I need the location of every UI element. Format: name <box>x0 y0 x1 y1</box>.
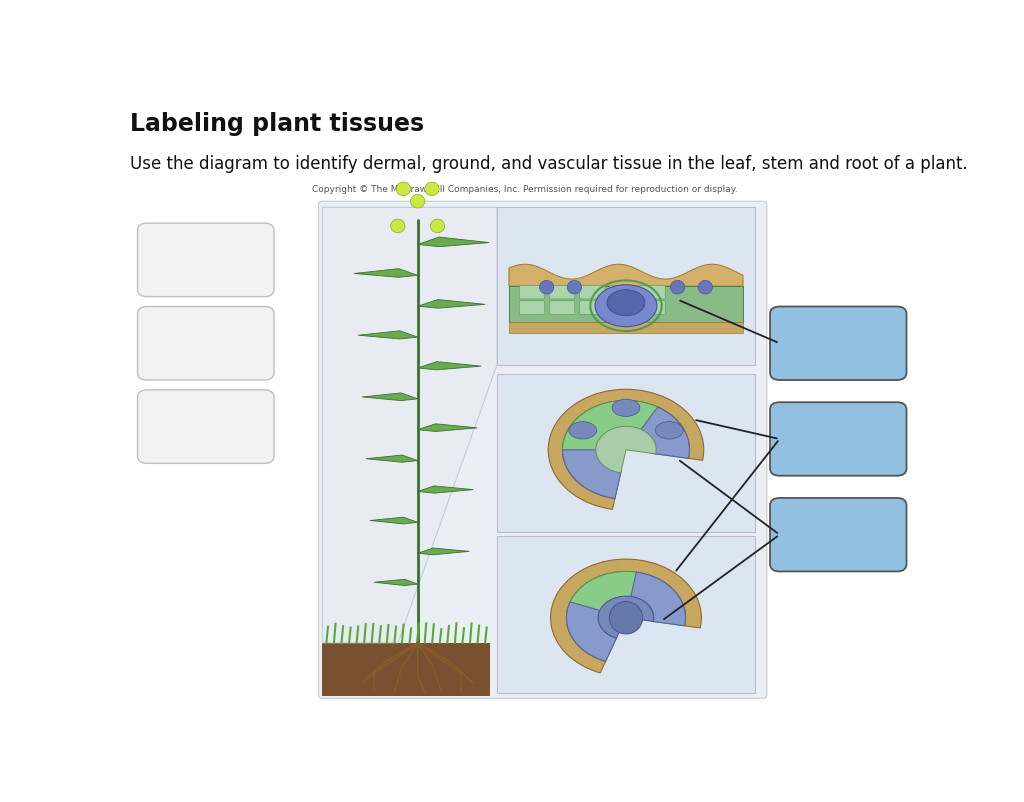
Ellipse shape <box>595 285 657 326</box>
FancyBboxPatch shape <box>770 306 906 380</box>
Wedge shape <box>551 559 701 673</box>
Text: Dermal: Dermal <box>168 334 244 353</box>
Ellipse shape <box>411 194 425 208</box>
Polygon shape <box>418 362 481 370</box>
Text: Dermal: Dermal <box>801 429 877 449</box>
FancyBboxPatch shape <box>550 301 574 314</box>
Wedge shape <box>640 407 689 459</box>
FancyBboxPatch shape <box>770 498 906 572</box>
Polygon shape <box>362 393 418 401</box>
FancyBboxPatch shape <box>519 301 545 314</box>
Text: Use the diagram to identify dermal, ground, and vascular tissue in the leaf, ste: Use the diagram to identify dermal, grou… <box>130 155 968 173</box>
Text: Ground: Ground <box>168 250 244 270</box>
FancyBboxPatch shape <box>770 403 906 476</box>
Text: Copyright © The McGraw-Hill Companies, Inc. Permission required for reproduction: Copyright © The McGraw-Hill Companies, I… <box>312 185 737 194</box>
Text: Ground: Ground <box>800 525 877 545</box>
Polygon shape <box>370 517 418 524</box>
Wedge shape <box>566 602 616 662</box>
Polygon shape <box>358 330 418 339</box>
Ellipse shape <box>612 399 640 416</box>
Polygon shape <box>418 299 485 308</box>
Polygon shape <box>418 237 489 247</box>
FancyBboxPatch shape <box>609 286 635 299</box>
Text: Labeling plant tissues: Labeling plant tissues <box>130 111 425 136</box>
Polygon shape <box>374 579 418 585</box>
Ellipse shape <box>540 281 554 294</box>
Ellipse shape <box>698 281 713 294</box>
Polygon shape <box>354 269 418 277</box>
Ellipse shape <box>671 281 685 294</box>
Polygon shape <box>323 208 497 642</box>
FancyBboxPatch shape <box>137 390 274 464</box>
Wedge shape <box>548 389 703 509</box>
Polygon shape <box>509 286 743 322</box>
Ellipse shape <box>655 422 683 439</box>
Polygon shape <box>509 322 743 333</box>
Polygon shape <box>418 423 477 431</box>
FancyBboxPatch shape <box>609 301 635 314</box>
Polygon shape <box>418 486 473 493</box>
Ellipse shape <box>396 182 411 196</box>
FancyBboxPatch shape <box>137 306 274 380</box>
Polygon shape <box>418 548 469 555</box>
Ellipse shape <box>567 281 582 294</box>
FancyBboxPatch shape <box>640 286 666 299</box>
Text: Vascular: Vascular <box>795 334 883 353</box>
Wedge shape <box>598 596 653 638</box>
Ellipse shape <box>391 219 404 233</box>
Wedge shape <box>562 450 622 498</box>
FancyBboxPatch shape <box>318 201 767 699</box>
FancyBboxPatch shape <box>640 301 666 314</box>
FancyBboxPatch shape <box>137 223 274 297</box>
FancyBboxPatch shape <box>580 286 605 299</box>
Polygon shape <box>509 264 743 286</box>
Text: Vascular: Vascular <box>162 416 250 436</box>
FancyBboxPatch shape <box>497 208 755 365</box>
FancyBboxPatch shape <box>519 286 545 299</box>
Polygon shape <box>323 642 489 695</box>
Ellipse shape <box>607 290 645 316</box>
Ellipse shape <box>609 602 643 634</box>
Wedge shape <box>631 572 685 626</box>
Wedge shape <box>566 572 685 662</box>
Ellipse shape <box>425 182 439 196</box>
Ellipse shape <box>568 422 597 439</box>
Wedge shape <box>596 427 656 473</box>
FancyBboxPatch shape <box>580 301 605 314</box>
FancyBboxPatch shape <box>497 374 755 532</box>
FancyBboxPatch shape <box>550 286 574 299</box>
Wedge shape <box>562 400 689 498</box>
Ellipse shape <box>430 219 444 233</box>
FancyBboxPatch shape <box>497 536 755 694</box>
Polygon shape <box>367 455 418 462</box>
